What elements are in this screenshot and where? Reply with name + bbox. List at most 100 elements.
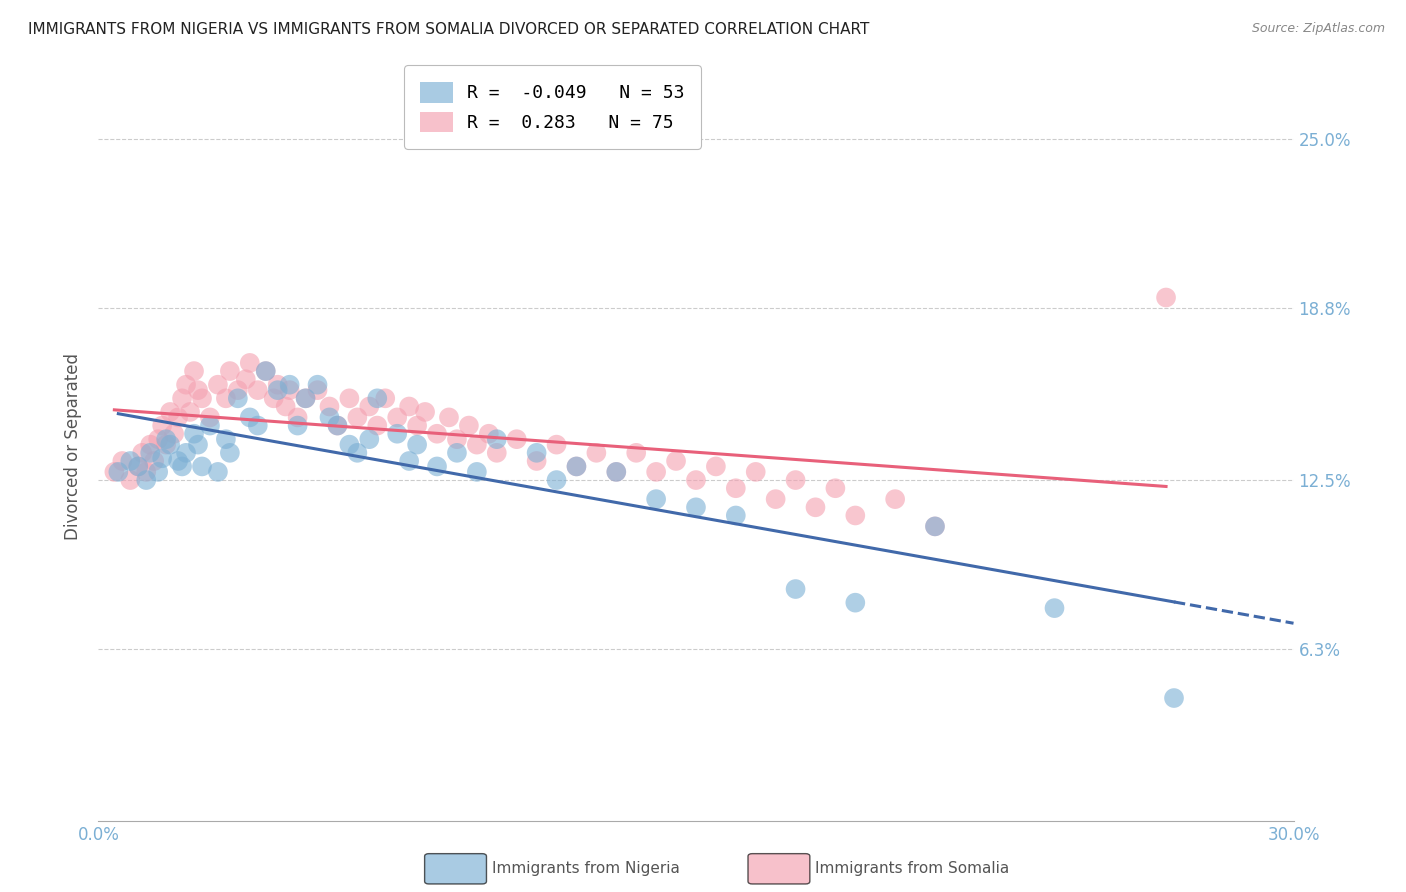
Point <box>465 465 488 479</box>
Point <box>385 410 409 425</box>
Point <box>1154 291 1177 305</box>
Point <box>274 400 297 414</box>
Point <box>191 459 214 474</box>
Text: Source: ZipAtlas.com: Source: ZipAtlas.com <box>1251 22 1385 36</box>
Point <box>267 377 290 392</box>
Point <box>107 465 129 479</box>
Point <box>326 418 349 433</box>
Point <box>254 364 277 378</box>
Point <box>446 432 468 446</box>
Point <box>127 459 149 474</box>
Point <box>287 418 309 433</box>
Point <box>207 465 229 479</box>
Point <box>198 418 221 433</box>
Point <box>174 446 197 460</box>
Point <box>187 383 209 397</box>
Point <box>267 383 290 397</box>
Point <box>172 459 194 474</box>
Text: IMMIGRANTS FROM NIGERIA VS IMMIGRANTS FROM SOMALIA DIVORCED OR SEPARATED CORRELA: IMMIGRANTS FROM NIGERIA VS IMMIGRANTS FR… <box>28 22 869 37</box>
Point <box>294 392 316 406</box>
Point <box>446 446 468 460</box>
Point <box>339 392 361 406</box>
Point <box>398 454 420 468</box>
Point <box>704 459 727 474</box>
Point <box>745 465 768 479</box>
Point <box>135 473 157 487</box>
Point <box>139 446 162 460</box>
Point <box>765 492 787 507</box>
Point <box>585 446 607 460</box>
Point <box>359 400 381 414</box>
Point <box>150 451 173 466</box>
Point <box>626 446 648 460</box>
Point <box>155 437 177 451</box>
Point <box>485 432 508 446</box>
Point <box>884 492 907 507</box>
Point <box>198 410 221 425</box>
Point <box>246 418 269 433</box>
Legend: R =  -0.049   N = 53, R =  0.283   N = 75: R = -0.049 N = 53, R = 0.283 N = 75 <box>404 65 702 149</box>
Point <box>215 432 238 446</box>
Point <box>1043 601 1066 615</box>
Point <box>148 432 170 446</box>
Point <box>235 372 257 386</box>
Point <box>155 432 177 446</box>
Point <box>150 418 173 433</box>
Point <box>148 465 170 479</box>
Point <box>406 437 429 451</box>
Point <box>565 459 588 474</box>
Point <box>226 383 249 397</box>
Point <box>172 392 194 406</box>
Point <box>346 446 368 460</box>
Point <box>685 473 707 487</box>
Text: Immigrants from Nigeria: Immigrants from Nigeria <box>492 862 681 876</box>
Point <box>605 465 627 479</box>
Point <box>506 432 529 446</box>
Point <box>179 405 201 419</box>
Point <box>167 454 190 468</box>
Point <box>844 596 866 610</box>
Point <box>565 459 588 474</box>
Point <box>437 410 460 425</box>
Point <box>111 454 134 468</box>
Point <box>785 582 807 596</box>
Point <box>724 508 747 523</box>
Point <box>159 437 181 451</box>
Point <box>465 437 488 451</box>
Point <box>685 500 707 515</box>
Point <box>724 481 747 495</box>
Point <box>426 426 449 441</box>
Point <box>526 454 548 468</box>
Point <box>167 410 190 425</box>
Point <box>546 473 568 487</box>
Point <box>207 377 229 392</box>
Point <box>135 465 157 479</box>
Point <box>406 418 429 433</box>
Point <box>278 377 301 392</box>
Point <box>526 446 548 460</box>
Point <box>645 465 668 479</box>
Text: Immigrants from Somalia: Immigrants from Somalia <box>815 862 1010 876</box>
Point <box>307 383 329 397</box>
Point <box>219 364 242 378</box>
Point <box>546 437 568 451</box>
Point <box>458 418 481 433</box>
Point <box>485 446 508 460</box>
Point <box>263 392 285 406</box>
Point <box>478 426 501 441</box>
Point <box>183 426 205 441</box>
Point <box>366 418 388 433</box>
Point <box>278 383 301 397</box>
Point <box>804 500 827 515</box>
Point <box>924 519 946 533</box>
Point <box>131 446 153 460</box>
Point <box>239 410 262 425</box>
Point <box>215 392 238 406</box>
Point <box>174 377 197 392</box>
Point <box>294 392 316 406</box>
Point <box>219 446 242 460</box>
Point <box>287 410 309 425</box>
Point <box>307 377 329 392</box>
Point <box>326 418 349 433</box>
Point <box>785 473 807 487</box>
